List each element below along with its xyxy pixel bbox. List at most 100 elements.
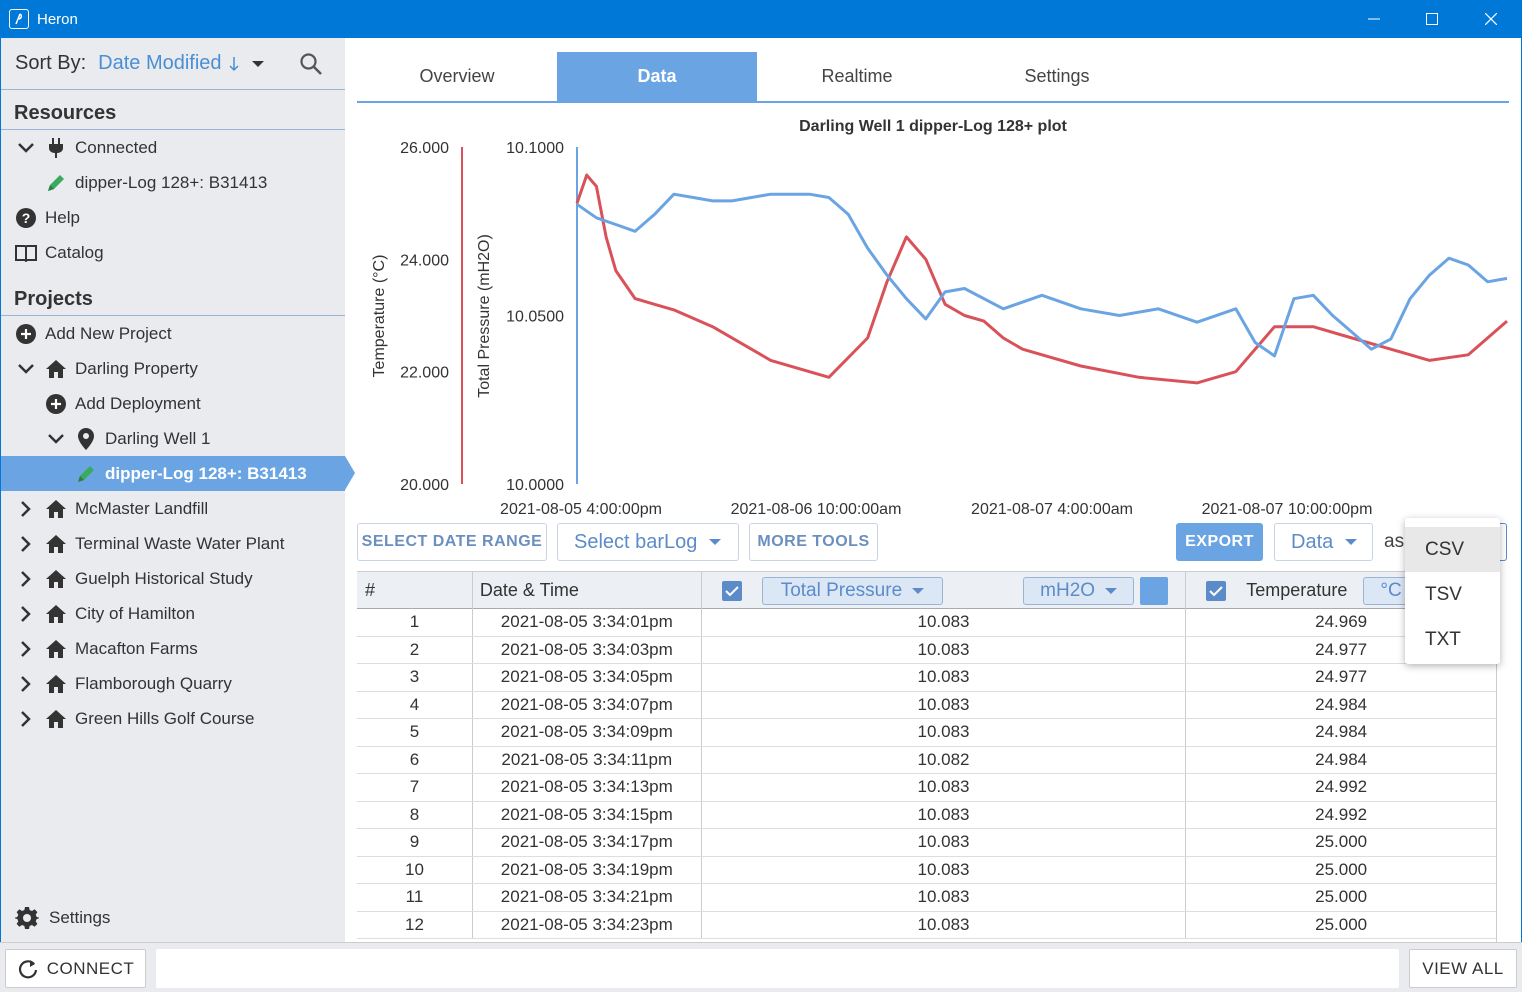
pencil-icon [75, 463, 97, 485]
temperature-unit-label: °C [1380, 579, 1402, 601]
cell-temperature: 25.000 [1315, 914, 1368, 934]
more-tools-button[interactable]: MORE TOOLS [749, 523, 878, 561]
chevron-right-icon[interactable] [15, 638, 37, 660]
cell-datetime: 2021-08-05 3:34:13pm [473, 774, 702, 801]
chevron-right-icon[interactable] [15, 498, 37, 520]
temperature-axis-label: Temperature (°C) [371, 255, 388, 378]
cell-temperature: 24.969 [1315, 612, 1368, 632]
chevron-down-icon[interactable] [251, 60, 264, 67]
cell-pressure: 10.083 [702, 609, 1187, 636]
export-format-dropdown[interactable] [1497, 523, 1507, 561]
tree-item-connected[interactable]: Connected [1, 130, 345, 165]
cell-datetime: 2021-08-05 3:34:07pm [473, 691, 702, 718]
tree-item-darling-property[interactable]: Darling Property [1, 351, 345, 386]
home-icon [45, 358, 67, 380]
heron-app-icon [9, 9, 29, 29]
menu-item-txt[interactable]: TXT [1425, 628, 1461, 650]
cell-temperature: 24.984 [1315, 722, 1368, 742]
table-row[interactable]: 12 2021-08-05 3:34:23pm 10.083 25.000 [357, 911, 1496, 939]
chevron-down-icon[interactable] [45, 428, 67, 450]
cell-datetime: 2021-08-05 3:34:01pm [473, 609, 702, 636]
table-row[interactable]: 5 2021-08-05 3:34:09pm 10.083 24.984 [357, 719, 1496, 747]
add-deployment-button[interactable]: Add Deployment [1, 386, 345, 421]
tree-item-mcmaster-landfill[interactable]: McMaster Landfill [1, 491, 345, 526]
cell-datetime: 2021-08-05 3:34:19pm [473, 856, 702, 883]
select-date-range-button[interactable]: SELECT DATE RANGE [357, 523, 547, 561]
sidebar-settings-button[interactable]: Settings [15, 906, 110, 930]
tree-item-green-hills-golf-course[interactable]: Green Hills Golf Course [1, 701, 345, 736]
cell-index: 11 [357, 884, 473, 911]
table-row[interactable]: 10 2021-08-05 3:34:19pm 10.083 25.000 [357, 856, 1496, 884]
tab-settings[interactable]: Settings [1024, 66, 1090, 86]
pressure-unit-label: mH2O [1040, 579, 1096, 601]
table-row[interactable]: 6 2021-08-05 3:34:11pm 10.082 24.984 [357, 746, 1496, 774]
temperature-checkbox[interactable] [1206, 580, 1227, 601]
chevron-right-icon[interactable] [15, 568, 37, 590]
table-row[interactable]: 1 2021-08-05 3:34:01pm 10.083 24.969 [357, 609, 1496, 637]
chevron-down-icon[interactable] [15, 137, 37, 159]
pressure-unit-dropdown[interactable]: mH2O [1023, 576, 1135, 605]
cell-temperature: 24.992 [1315, 804, 1368, 824]
chevron-right-icon[interactable] [15, 533, 37, 555]
pressure-series-line [576, 192, 1508, 358]
tree-item-dipper-log[interactable]: dipper-Log 128+: B31413 [1, 165, 345, 200]
cell-datetime: 2021-08-05 3:34:05pm [473, 664, 702, 691]
cell-temperature: 24.977 [1315, 667, 1368, 687]
table-row[interactable]: 2 2021-08-05 3:34:03pm 10.083 24.977 [357, 636, 1496, 664]
table-row[interactable]: 7 2021-08-05 3:34:13pm 10.083 24.992 [357, 774, 1496, 802]
menu-item-tsv[interactable]: TSV [1425, 583, 1462, 605]
tab-overview[interactable]: Overview [419, 66, 495, 86]
chevron-right-icon[interactable] [15, 708, 37, 730]
tab-data[interactable]: Data [557, 52, 757, 101]
table-row[interactable]: 4 2021-08-05 3:34:07pm 10.083 24.984 [357, 691, 1496, 719]
table-row[interactable]: 11 2021-08-05 3:34:21pm 10.083 25.000 [357, 884, 1496, 912]
table-row[interactable]: 9 2021-08-05 3:34:17pm 10.083 25.000 [357, 829, 1496, 857]
tree-item-label: Green Hills Golf Course [75, 708, 255, 728]
export-button[interactable]: EXPORT [1176, 523, 1263, 561]
chevron-down-icon[interactable] [15, 358, 37, 380]
pressure-parameter-dropdown[interactable]: Total Pressure [761, 576, 944, 605]
tree-item-label: dipper-Log 128+: B31413 [105, 463, 307, 483]
pressure-color-swatch[interactable] [1140, 576, 1169, 605]
tree-item-help[interactable]: ? Help [1, 200, 345, 235]
sort-dropdown[interactable]: Date Modified [98, 52, 222, 74]
cell-datetime: 2021-08-05 3:34:17pm [473, 829, 702, 856]
projects-heading: Projects [1, 276, 345, 316]
tree-item-catalog[interactable]: Catalog [1, 235, 345, 270]
tree-item-darling-well-1[interactable]: Darling Well 1 [1, 421, 345, 456]
search-button[interactable] [299, 52, 325, 78]
minimize-button[interactable] [1345, 0, 1403, 38]
connect-button[interactable]: CONNECT [5, 949, 146, 988]
cell-pressure: 10.083 [702, 884, 1187, 911]
view-all-button[interactable]: VIEW ALL [1409, 949, 1517, 988]
tree-item-guelph-historical-study[interactable]: Guelph Historical Study [1, 561, 345, 596]
tree-item-flamborough-quarry[interactable]: Flamborough Quarry [1, 666, 345, 701]
tree-item-macafton-farms[interactable]: Macafton Farms [1, 631, 345, 666]
close-button[interactable] [1462, 0, 1520, 38]
chevron-right-icon[interactable] [15, 673, 37, 695]
tree-item-dipper-log-selected[interactable]: dipper-Log 128+: B31413 [1, 456, 355, 491]
export-type-label: Data [1291, 530, 1334, 553]
checkmark-icon [724, 585, 739, 596]
table-row[interactable]: 8 2021-08-05 3:34:15pm 10.083 24.992 [357, 801, 1496, 829]
menu-item-csv[interactable]: CSV [1405, 527, 1500, 572]
tab-realtime[interactable]: Realtime [821, 66, 893, 86]
table-row[interactable]: 3 2021-08-05 3:34:05pm 10.083 24.977 [357, 664, 1496, 692]
pressure-checkbox[interactable] [721, 580, 742, 601]
chart-svg[interactable]: Darling Well 1 dipper-Log 128+ plot 26.00… [357, 108, 1509, 520]
window-border-left [0, 38, 1, 992]
tree-item-terminal-waste-water-plant[interactable]: Terminal Waste Water Plant [1, 526, 345, 561]
cell-datetime: 2021-08-05 3:34:03pm [473, 636, 702, 663]
maximize-button[interactable] [1403, 0, 1461, 38]
temperature-tick-label: 20.000 [400, 477, 449, 494]
tree-item-label: dipper-Log 128+: B31413 [75, 172, 268, 192]
add-new-project-button[interactable]: Add New Project [1, 316, 345, 351]
temperature-label: Temperature [1246, 580, 1348, 600]
home-icon [45, 533, 67, 555]
home-icon [45, 603, 67, 625]
export-type-dropdown[interactable]: Data [1274, 523, 1373, 561]
tree-item-city-of-hamilton[interactable]: City of Hamilton [1, 596, 345, 631]
chevron-right-icon[interactable] [15, 603, 37, 625]
pressure-tick-label: 10.0500 [506, 309, 564, 326]
select-barlog-dropdown[interactable]: Select barLog [557, 523, 739, 561]
